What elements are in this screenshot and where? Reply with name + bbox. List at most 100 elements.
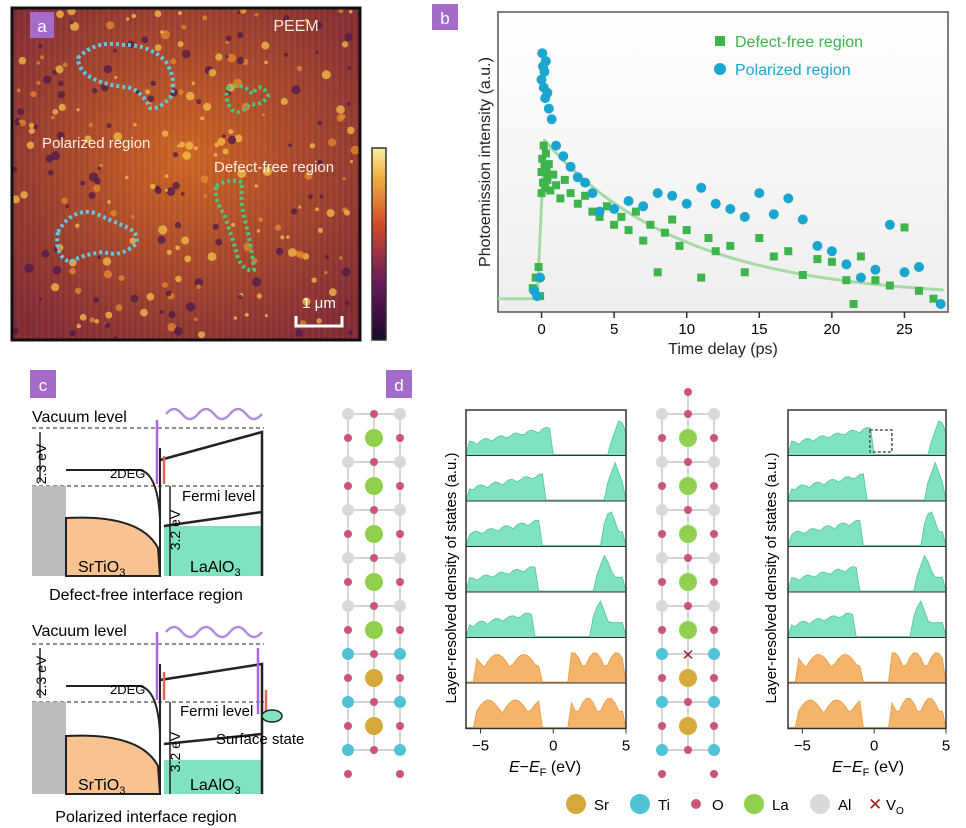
peem-spot [196, 284, 201, 290]
peem-spot [344, 300, 350, 306]
defect-free-point [711, 247, 720, 256]
peem-spot [252, 277, 262, 287]
dos-layer-curve [787, 554, 947, 593]
peem-spot [70, 20, 74, 25]
o-atom [370, 506, 378, 514]
peem-spot [178, 89, 184, 95]
o-atom [710, 578, 718, 586]
peem-spot [106, 21, 115, 30]
dos-layer-curve [787, 511, 947, 547]
peem-spot [177, 41, 184, 48]
peem-spot [222, 148, 229, 155]
peem-spot [146, 293, 155, 301]
defect-free-point [813, 255, 822, 264]
peem-spot [69, 330, 76, 337]
la-atom [365, 573, 383, 591]
polarized-point [546, 114, 557, 125]
o-atom [710, 434, 718, 442]
peem-spot [52, 109, 59, 115]
polarized-point [623, 196, 634, 206]
peem-spot [88, 172, 99, 182]
o-atom [344, 578, 352, 586]
peem-spot [194, 278, 203, 287]
polarized-point [884, 219, 895, 230]
peem-spot [317, 120, 322, 126]
peem-spot [344, 209, 350, 216]
peem-spot [179, 141, 186, 148]
defect-free-point [552, 181, 561, 190]
defect-free-point [675, 241, 684, 250]
o-atom [658, 482, 666, 490]
dos-frame [787, 409, 947, 730]
x-axis-label: Time delay (ps) [668, 341, 778, 358]
peem-spot [283, 15, 290, 21]
peem-spot [76, 323, 82, 329]
gap-3-2-top: 3.2 eV [167, 509, 183, 550]
peem-spot [288, 143, 292, 147]
peem-spot [133, 123, 137, 127]
o-atom [684, 458, 692, 466]
o-atom [684, 698, 692, 706]
o-atom [710, 482, 718, 490]
o-atom [658, 578, 666, 586]
peem-spot [165, 290, 172, 297]
defect-free-point [573, 199, 582, 208]
peem-spot [88, 192, 96, 199]
polarized-point [812, 240, 823, 251]
peem-spot [182, 151, 192, 160]
panel-label-c: c [39, 376, 48, 395]
polarized-point [609, 204, 620, 214]
peem-spot [280, 235, 285, 240]
defect-free-point [849, 300, 858, 308]
series-polarized [529, 48, 946, 309]
o-atom [396, 434, 404, 442]
peem-spot [215, 53, 223, 61]
polarized-point [587, 188, 598, 199]
polarized-point [572, 172, 583, 183]
o-atom [344, 674, 352, 682]
panel-tag-d [386, 370, 412, 398]
ti-atom [394, 648, 406, 660]
al-atom [656, 408, 668, 420]
defect-free-point [543, 175, 552, 184]
peem-spot [158, 225, 168, 235]
peem-spot [181, 49, 191, 59]
dos-panel-left: −5 0 5 [465, 409, 630, 755]
caption-top: Defect-free interface region [49, 587, 243, 604]
defect-free-point [537, 168, 546, 176]
defect-free-point [610, 220, 619, 229]
dos-layer-curve [787, 461, 947, 502]
peem-spot [317, 227, 323, 233]
x-tick-label: 20 [824, 321, 841, 338]
panel-b: b 0 5 10 15 20 25 Time delay (ps) Photoemissi… [432, 4, 949, 358]
fermi-top: Fermi level [182, 488, 255, 505]
sr-icon [566, 794, 586, 814]
deg-bottom: 2DEG [110, 682, 145, 697]
peem-spot [180, 192, 185, 196]
o-atom [344, 482, 352, 490]
peem-spot [297, 65, 303, 72]
ti-atom [394, 744, 406, 756]
dos-layer-curve [465, 600, 627, 638]
vacancy-icon: ✕ [868, 795, 882, 814]
caption-bottom: Polarized interface region [55, 809, 236, 826]
peem-spot [200, 116, 205, 121]
peem-spot [300, 320, 306, 326]
peem-spot [26, 141, 35, 149]
peem-spot [18, 119, 23, 124]
peem-spot [321, 70, 331, 80]
peem-spot [349, 159, 354, 164]
al-atom [342, 408, 354, 420]
peem-spot [61, 197, 68, 204]
peem-spot [347, 66, 352, 71]
legend-la: La [772, 797, 789, 814]
peem-spot [93, 184, 101, 192]
peem-label: PEEM [273, 18, 318, 35]
peem-spot [283, 52, 288, 57]
peem-spot [145, 89, 150, 95]
peem-spot [227, 53, 237, 63]
defect-free-outline-top [224, 84, 271, 114]
defect-free-point [546, 186, 555, 195]
peem-spot [304, 171, 313, 180]
peem-spot [38, 297, 43, 301]
